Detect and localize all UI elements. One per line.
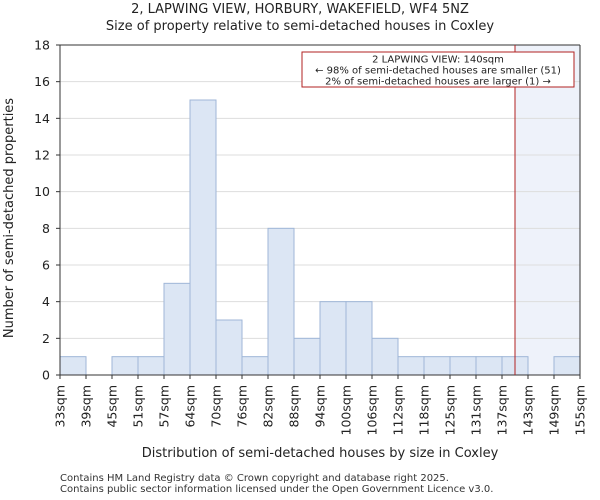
y-tick-label: 2 bbox=[42, 331, 50, 346]
x-tick-label: 100sqm bbox=[339, 385, 354, 435]
x-tick-label: 94sqm bbox=[313, 385, 328, 428]
x-tick-label: 64sqm bbox=[183, 385, 198, 428]
x-tick-label: 118sqm bbox=[417, 385, 432, 435]
x-tick-label: 106sqm bbox=[365, 385, 380, 435]
histogram-bar bbox=[111, 356, 139, 376]
x-tick-label: 143sqm bbox=[521, 385, 536, 435]
y-tick-label: 0 bbox=[42, 368, 50, 383]
histogram-bar bbox=[423, 356, 451, 376]
annotation-line: ← 98% of semi-detached houses are smalle… bbox=[315, 66, 561, 77]
y-tick-label: 6 bbox=[42, 258, 50, 273]
x-tick-label: 149sqm bbox=[547, 385, 562, 435]
y-axis-label: Number of semi-detached properties bbox=[2, 98, 17, 338]
annotation-box bbox=[301, 51, 575, 88]
footer-line-1: Contains HM Land Registry data © Crown c… bbox=[60, 473, 449, 484]
histogram-bar bbox=[345, 301, 373, 376]
x-tick-label: 39sqm bbox=[79, 385, 94, 428]
x-tick-label: 70sqm bbox=[209, 385, 224, 428]
histogram-bar bbox=[553, 356, 581, 376]
y-tick-label: 16 bbox=[34, 74, 50, 89]
larger-region-highlight bbox=[515, 45, 580, 375]
histogram-bar bbox=[371, 337, 399, 376]
histogram-bar bbox=[137, 356, 165, 376]
x-tick-label: 82sqm bbox=[261, 385, 276, 428]
x-axis-label: Distribution of semi-detached houses by … bbox=[142, 446, 499, 461]
histogram-bar bbox=[319, 301, 347, 376]
y-tick-label: 12 bbox=[34, 148, 50, 163]
chart-title: 2, LAPWING VIEW, HORBURY, WAKEFIELD, WF4… bbox=[131, 2, 469, 17]
y-tick-label: 18 bbox=[34, 38, 50, 53]
histogram-bar bbox=[189, 99, 217, 376]
y-tick-label: 4 bbox=[42, 294, 50, 309]
x-tick-label: 45sqm bbox=[105, 385, 120, 428]
x-tick-label: 112sqm bbox=[391, 385, 406, 435]
x-tick-label: 137sqm bbox=[495, 385, 510, 435]
x-tick-label: 155sqm bbox=[573, 385, 588, 435]
x-tick-label: 125sqm bbox=[443, 385, 458, 435]
histogram-bar bbox=[397, 356, 425, 376]
y-tick-label: 14 bbox=[34, 111, 50, 126]
annotation-line: 2% of semi-detached houses are larger (1… bbox=[325, 77, 551, 88]
histogram-bar bbox=[241, 356, 269, 376]
histogram-bar bbox=[449, 356, 477, 376]
histogram-bar bbox=[267, 227, 295, 376]
chart-subtitle: Size of property relative to semi-detach… bbox=[105, 19, 495, 34]
x-tick-label: 88sqm bbox=[287, 385, 302, 428]
histogram-bar bbox=[475, 356, 503, 376]
x-tick-label: 51sqm bbox=[131, 385, 146, 428]
x-tick-label: 131sqm bbox=[469, 385, 484, 435]
histogram-bar bbox=[59, 356, 87, 376]
annotation-line: 2 LAPWING VIEW: 140sqm bbox=[372, 55, 504, 66]
y-tick-label: 10 bbox=[34, 184, 50, 199]
x-tick-label: 33sqm bbox=[53, 385, 68, 428]
histogram-bar bbox=[293, 337, 321, 376]
footer-line-2: Contains public sector information licen… bbox=[60, 484, 494, 495]
y-tick-label: 8 bbox=[42, 221, 50, 236]
x-tick-label: 57sqm bbox=[157, 385, 172, 428]
x-tick-label: 76sqm bbox=[235, 385, 250, 428]
histogram-bar bbox=[163, 282, 191, 376]
histogram-bar bbox=[215, 319, 243, 376]
